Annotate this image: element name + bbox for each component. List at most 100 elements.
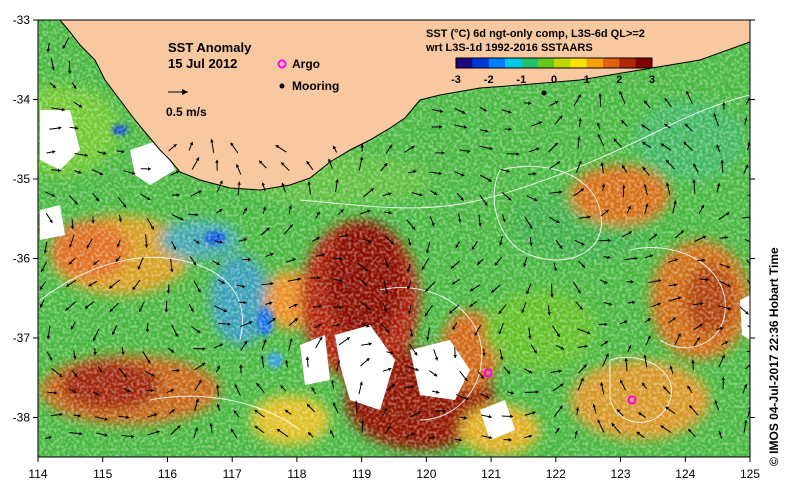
velocity-arrowhead	[550, 294, 554, 298]
velocity-arrowhead	[433, 191, 438, 195]
velocity-arrowhead	[673, 200, 677, 204]
velocity-arrowhead	[619, 91, 623, 95]
velocity-arrowhead	[69, 244, 73, 248]
velocity-arrowhead	[528, 101, 532, 105]
velocity-arrowhead	[210, 139, 214, 143]
velocity-arrowhead	[281, 162, 285, 166]
velocity-arrowhead	[121, 149, 125, 154]
velocity-arrowhead	[597, 134, 601, 138]
y-tick-label: -34	[13, 93, 31, 107]
x-axis: 114 115 116 117 118 119 120 121 122 123 …	[28, 457, 760, 481]
velocity-arrowhead	[79, 431, 83, 436]
velocity-arrowhead	[529, 242, 533, 247]
x-tick-label: 118	[287, 467, 306, 481]
colorbar-swatch	[521, 58, 539, 68]
velocity-arrowhead	[418, 411, 422, 415]
velocity-arrowhead	[554, 143, 558, 147]
x-tick-label: 123	[610, 467, 630, 481]
velocity-arrowhead	[406, 286, 411, 290]
velocity-arrowhead	[685, 124, 689, 128]
velocity-arrowhead	[724, 341, 729, 345]
velocity-arrowhead	[236, 164, 240, 168]
velocity-arrowhead	[91, 220, 95, 224]
velocity-arrowhead	[115, 258, 119, 262]
velocity-arrowhead	[194, 427, 198, 431]
velocity-arrowhead	[642, 382, 646, 387]
velocity-arrowhead	[596, 122, 601, 127]
mooring-marker[interactable]	[541, 90, 547, 96]
velocity-arrowhead	[109, 308, 114, 312]
velocity-arrowhead	[368, 239, 372, 243]
velocity-arrowhead	[578, 160, 582, 165]
velocity-arrowhead	[59, 412, 63, 417]
velocity-arrowhead	[99, 171, 103, 176]
velocity-arrowhead	[43, 250, 48, 254]
velocity-arrowhead	[297, 277, 301, 281]
velocity-arrowhead	[316, 237, 320, 241]
plot-frame	[37, 19, 751, 458]
velocity-arrowhead	[261, 182, 266, 186]
velocity-arrowhead	[176, 193, 180, 197]
velocity-arrowhead	[725, 212, 730, 216]
colorbar-frame	[455, 57, 653, 69]
velocity-arrowhead	[166, 290, 171, 294]
velocity-arrowhead	[441, 151, 445, 155]
velocity-arrowhead	[744, 117, 748, 121]
velocity-arrowhead	[308, 432, 312, 436]
velocity-arrowhead	[54, 391, 58, 395]
velocity-arrowhead	[433, 373, 438, 377]
velocity-arrowhead	[196, 329, 201, 333]
velocity-arrowhead	[41, 268, 45, 272]
velocity-arrowhead	[364, 268, 369, 272]
velocity-arrowhead	[272, 318, 276, 322]
velocity-arrowhead	[489, 435, 493, 440]
velocity-arrowhead	[581, 264, 585, 268]
velocity-arrowhead	[649, 254, 653, 258]
velocity-arrowhead	[453, 354, 457, 358]
argo-float-marker[interactable]	[483, 368, 493, 378]
velocity-arrowhead	[73, 389, 77, 393]
velocity-arrowhead	[616, 409, 621, 413]
velocity-arrowhead	[170, 269, 174, 273]
x-tick-label: 124	[675, 467, 695, 481]
argo-float-marker[interactable]	[627, 395, 637, 405]
colorbar-tick: -3	[451, 74, 461, 86]
velocity-arrowhead	[292, 258, 296, 262]
velocity-arrowhead	[439, 125, 443, 129]
velocity-arrowhead	[340, 209, 344, 213]
velocity-arrowhead	[330, 380, 335, 384]
velocity-arrowhead	[49, 219, 53, 223]
velocity-arrowhead	[463, 125, 467, 129]
velocity-arrowhead	[66, 283, 70, 287]
velocity-arrowhead	[727, 283, 731, 287]
velocity-arrowhead	[354, 400, 359, 404]
y-tick-label: -35	[13, 172, 31, 186]
colorbar-swatch	[635, 58, 653, 68]
velocity-arrowhead	[367, 306, 371, 311]
velocity-arrowhead	[583, 364, 587, 368]
velocity-arrowhead	[243, 340, 248, 345]
velocity-arrowhead	[230, 428, 235, 433]
velocity-arrowhead	[498, 330, 502, 335]
velocity-arrowhead	[266, 227, 270, 231]
velocity-arrowhead	[442, 409, 446, 413]
velocity-arrowhead	[77, 413, 81, 418]
velocity-arrowhead	[197, 289, 201, 293]
colorbar-swatch	[456, 58, 473, 68]
velocity-arrowhead	[260, 355, 265, 359]
velocity-arrowhead	[190, 308, 194, 312]
velocity-arrowhead	[489, 146, 493, 150]
velocity-arrowhead	[577, 136, 581, 140]
velocity-arrowhead	[237, 181, 241, 185]
velocity-arrowhead	[743, 384, 747, 388]
velocity-arrowhead	[608, 302, 613, 306]
velocity-arrowhead	[584, 344, 588, 349]
velocity-arrowhead	[77, 170, 82, 174]
velocity-arrowhead	[74, 373, 78, 377]
velocity-arrowhead	[526, 290, 530, 295]
velocity-arrowhead	[40, 304, 44, 308]
argo-legend-label: Argo	[292, 57, 320, 71]
velocity-arrowhead	[434, 357, 439, 361]
velocity-arrowhead	[643, 184, 648, 188]
velocity-arrowhead	[600, 162, 604, 166]
